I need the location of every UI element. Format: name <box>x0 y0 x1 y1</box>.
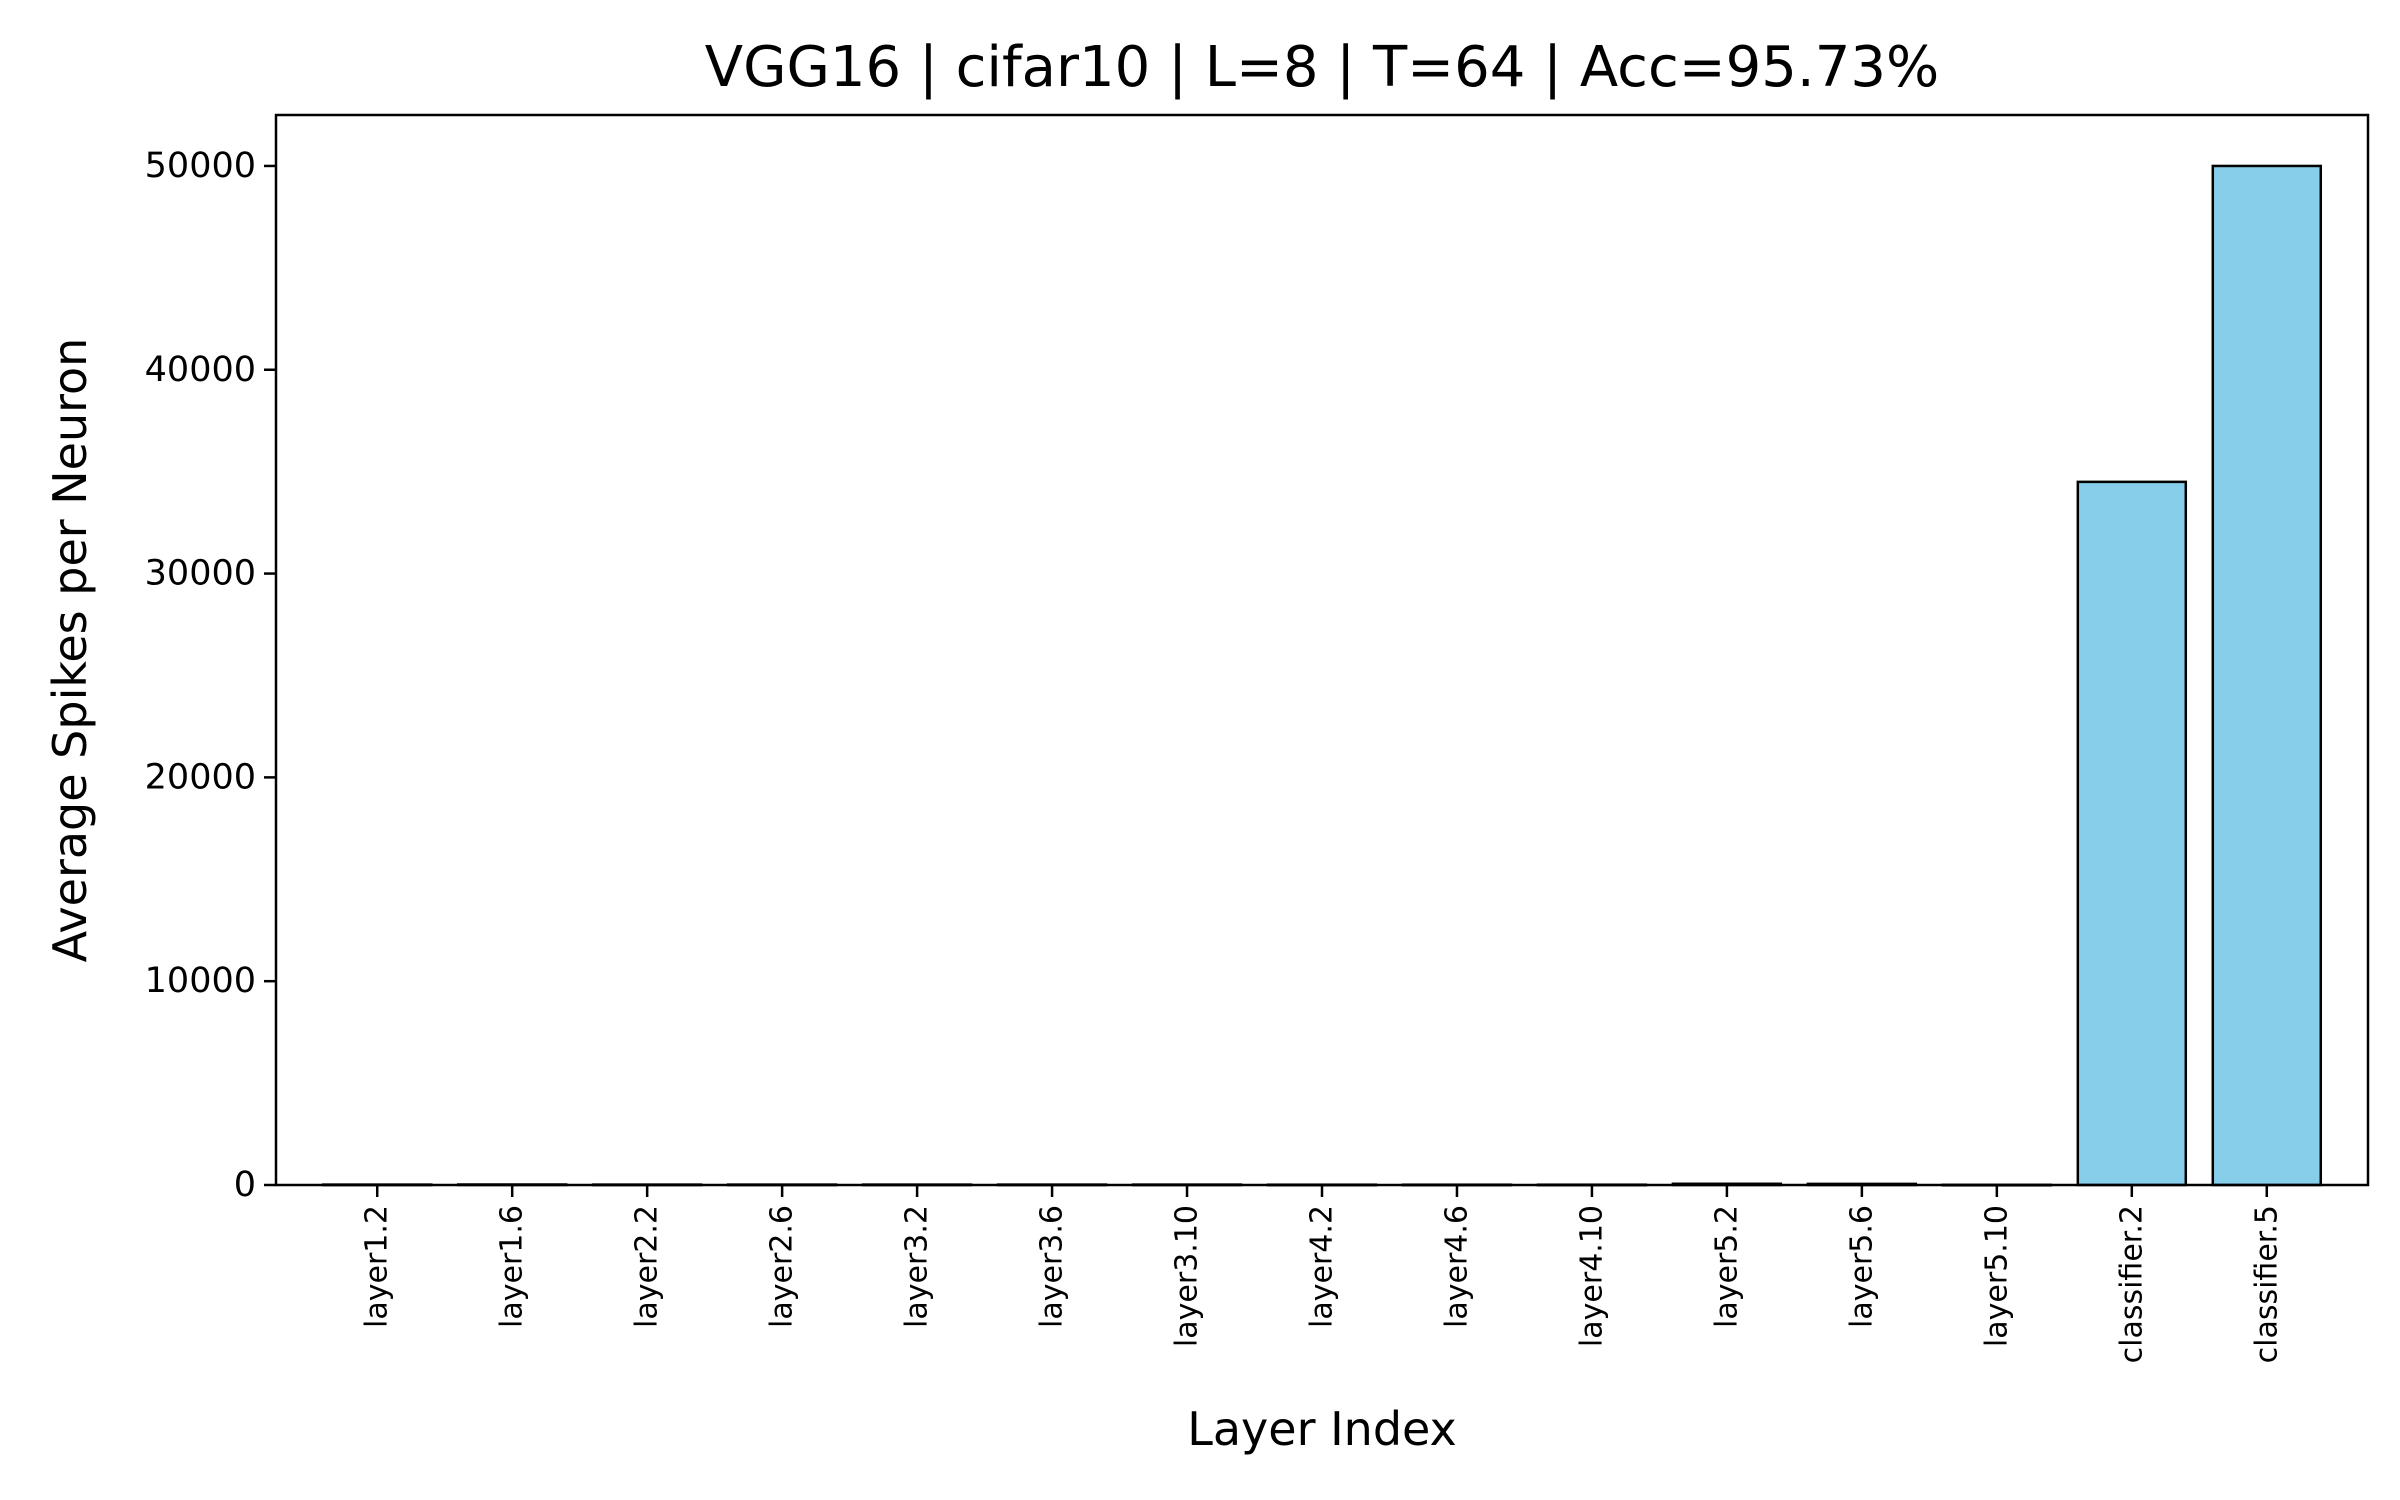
x-tick-label: layer4.6 <box>1439 1205 1474 1328</box>
x-tick-label: layer4.2 <box>1305 1205 1340 1328</box>
bar-classifier-2 <box>2076 480 2188 1187</box>
x-tick-label: layer5.2 <box>1709 1205 1744 1328</box>
x-axis-label: Layer Index <box>1187 1402 1457 1456</box>
plot-frame <box>274 113 2370 1187</box>
x-tick-label: layer4.10 <box>1574 1205 1609 1347</box>
y-tick-label: 0 <box>234 1165 256 1205</box>
y-tick-label: 50000 <box>145 146 256 186</box>
x-tick-label: layer1.2 <box>360 1205 395 1328</box>
x-tick-label: layer2.2 <box>630 1205 665 1328</box>
x-tick-label: layer5.6 <box>1844 1205 1879 1328</box>
x-tick-label: classifier.2 <box>2114 1205 2149 1363</box>
y-axis-label: Average Spikes per Neuron <box>43 338 97 963</box>
x-tick-label: layer3.10 <box>1170 1205 1205 1347</box>
plot-area <box>321 164 2323 1187</box>
y-tick-label: 40000 <box>145 350 256 390</box>
x-tick-label: classifier.5 <box>2249 1205 2284 1363</box>
y-tick-label: 10000 <box>145 961 256 1001</box>
x-tick-label: layer3.2 <box>900 1205 935 1328</box>
x-tick-label: layer5.10 <box>1979 1205 2014 1347</box>
bar-classifier-5 <box>2211 164 2323 1187</box>
x-tick-label: layer1.6 <box>495 1205 530 1328</box>
x-tick-label: layer3.6 <box>1035 1205 1070 1328</box>
chart-title: VGG16 | cifar10 | L=8 | T=64 | Acc=95.73… <box>705 35 1939 100</box>
x-tick-label: layer2.6 <box>765 1205 800 1328</box>
y-tick-label: 20000 <box>145 757 256 797</box>
y-tick-label: 30000 <box>145 554 256 594</box>
x-axis: layer1.2 layer1.6 layer2.2 layer2.6 layer3.2… <box>360 1185 2284 1363</box>
y-axis: 0 10000 20000 30000 40000 50000 <box>145 146 276 1205</box>
